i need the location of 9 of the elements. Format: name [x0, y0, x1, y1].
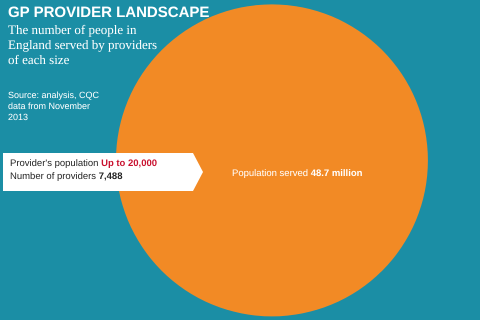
text: Population served — [232, 168, 308, 179]
text: The number of people in England served by providers of each size — [8, 22, 158, 67]
text: Number of providers — [10, 171, 96, 182]
data-label: 48.7 million — [310, 168, 362, 179]
text: Up to 20,000 — [101, 158, 158, 169]
text: GP PROVIDER LANDSCAPE — [8, 4, 210, 21]
text: 7,488 — [98, 171, 122, 182]
text: Provider's population — [10, 158, 98, 169]
source-note: Source: analysis, CQC data from November 2013 — [8, 90, 100, 123]
